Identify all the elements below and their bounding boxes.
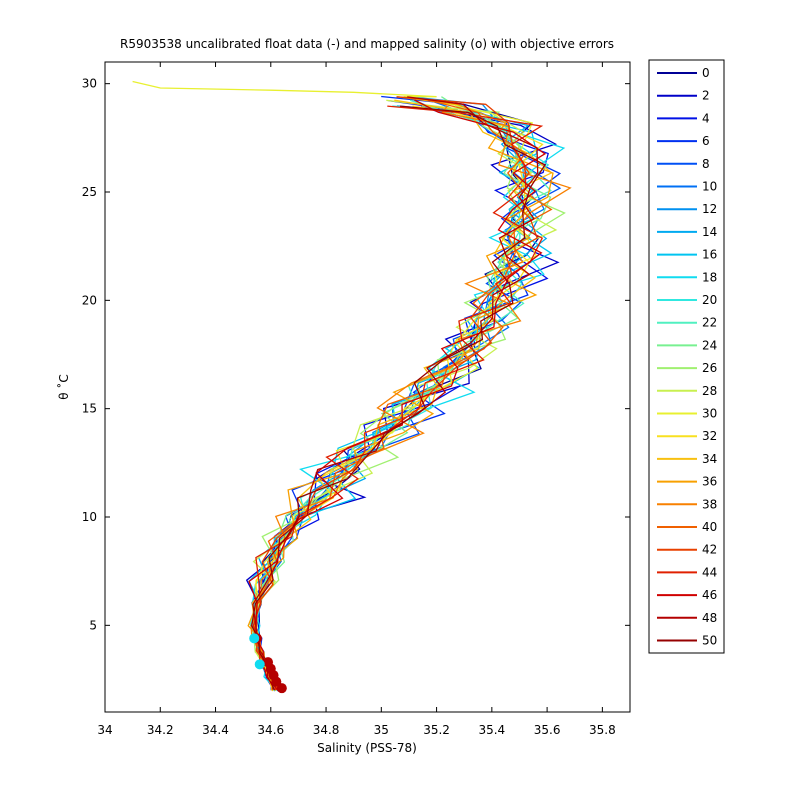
x-tick-label: 35.8	[589, 723, 616, 737]
legend-label: 26	[702, 361, 717, 375]
x-axis: 34 34.2 34.4 34.6 34.8 35 35.2 35.4 35.6 35.8	[97, 62, 616, 737]
profile-line	[247, 96, 554, 691]
legend-label: 36	[702, 475, 717, 489]
x-tick-label: 35.4	[478, 723, 505, 737]
x-tick-label: 35.6	[534, 723, 561, 737]
legend-label: 38	[702, 497, 717, 511]
y-axis: 5 10 15 20 25 30	[82, 77, 630, 632]
legend-label: 46	[702, 588, 717, 602]
legend-box	[648, 59, 725, 654]
x-tick-label: 34.8	[313, 723, 340, 737]
legend-label: 34	[702, 452, 717, 466]
y-tick-label: 30	[82, 77, 97, 91]
x-tick-label: 35	[374, 723, 389, 737]
mapped-salinity-points	[249, 633, 287, 694]
profile-line	[251, 105, 546, 690]
legend-label: 10	[702, 180, 717, 194]
legend-label: 12	[702, 202, 717, 216]
x-tick-label: 34.6	[257, 723, 284, 737]
legend-label: 48	[702, 611, 717, 625]
profile-line	[252, 96, 539, 691]
y-tick-label: 25	[82, 185, 97, 199]
legend-label: 8	[702, 157, 710, 171]
legend-label: 22	[702, 316, 717, 330]
profile-line	[251, 99, 549, 692]
x-tick-label: 34.4	[202, 723, 229, 737]
y-tick-label: 15	[82, 402, 97, 416]
legend-label: 0	[702, 66, 710, 80]
mapped-salinity-marker	[254, 659, 265, 670]
x-tick-label: 34	[97, 723, 112, 737]
legend-label: 2	[702, 89, 710, 103]
legend-label: 4	[702, 111, 710, 125]
y-tick-label: 10	[82, 510, 97, 524]
legend-label: 42	[702, 543, 717, 557]
legend-label: 20	[702, 293, 717, 307]
legend-label: 18	[702, 270, 717, 284]
legend-label: 40	[702, 520, 717, 534]
legend-label: 44	[702, 565, 717, 579]
legend-label: 14	[702, 225, 717, 239]
y-tick-label: 5	[89, 618, 97, 632]
x-tick-label: 35.2	[423, 723, 450, 737]
chart-title: R5903538 uncalibrated float data (-) and…	[120, 37, 614, 51]
x-axis-label: Salinity (PSS-78)	[317, 741, 417, 755]
plot-frame	[104, 61, 631, 713]
mapped-salinity-marker	[249, 633, 260, 644]
legend-label: 16	[702, 248, 717, 262]
legend-label: 24	[702, 338, 717, 352]
x-tick-label: 34.2	[147, 723, 174, 737]
legend: 0246810121416182022242628303234363840424…	[648, 59, 725, 654]
y-tick-label: 20	[82, 293, 97, 307]
legend-label: 28	[702, 384, 717, 398]
legend-label: 32	[702, 429, 717, 443]
profile-lines	[132, 80, 572, 692]
mapped-salinity-marker	[276, 683, 287, 694]
y-axis-label: θ ˚C	[56, 374, 71, 400]
legend-label: 50	[702, 634, 717, 648]
profile-line	[254, 96, 538, 691]
plot-area: 34 34.2 34.4 34.6 34.8 35 35.2 35.4 35.6 35.8 5 10…	[82, 61, 631, 737]
legend-label: 6	[702, 134, 710, 148]
mapped-salinity-marker	[263, 657, 274, 668]
legend-label: 30	[702, 407, 717, 421]
